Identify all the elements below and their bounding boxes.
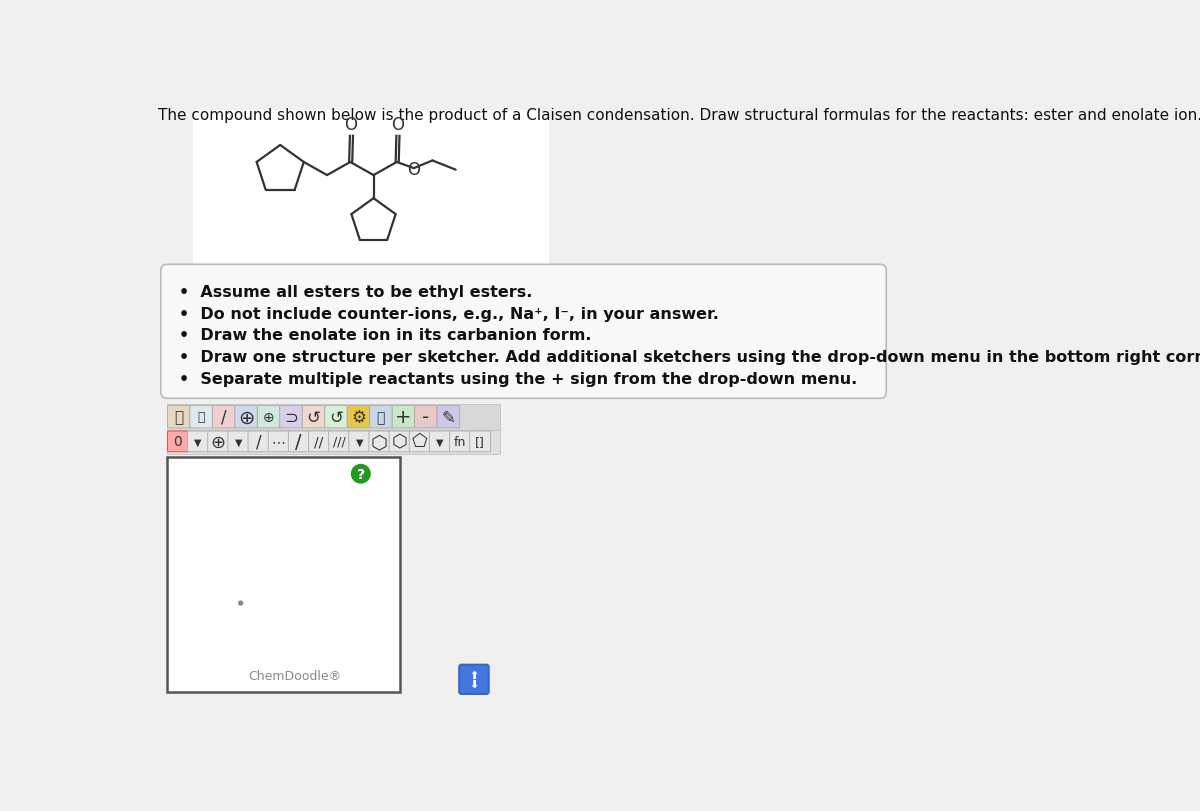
Bar	[197, 111, 538, 277]
FancyBboxPatch shape	[389, 431, 410, 453]
FancyBboxPatch shape	[212, 406, 235, 428]
FancyBboxPatch shape	[409, 431, 430, 453]
Text: ▼: ▼	[194, 437, 202, 447]
Text: ⬡: ⬡	[371, 432, 388, 452]
Text: []: []	[475, 436, 485, 448]
Text: •  Do not include counter-ions, e.g., Na⁺, I⁻, in your answer.: • Do not include counter-ions, e.g., Na⁺…	[180, 307, 719, 321]
Text: ▼: ▼	[355, 437, 364, 447]
FancyBboxPatch shape	[168, 431, 188, 453]
FancyBboxPatch shape	[228, 431, 248, 453]
FancyBboxPatch shape	[302, 406, 325, 428]
FancyBboxPatch shape	[235, 406, 257, 428]
Text: ?: ?	[356, 467, 365, 481]
Circle shape	[352, 465, 370, 483]
Text: 0: 0	[174, 435, 182, 448]
FancyBboxPatch shape	[168, 406, 190, 428]
Text: //: //	[314, 435, 324, 448]
Text: ↺: ↺	[329, 408, 343, 427]
Text: /: /	[256, 433, 262, 451]
Text: +: +	[395, 408, 412, 427]
Text: /: /	[221, 408, 227, 427]
Text: ///: ///	[332, 436, 346, 448]
FancyBboxPatch shape	[349, 431, 370, 453]
FancyBboxPatch shape	[257, 406, 280, 428]
Text: •  Draw the enolate ion in its carbanion form.: • Draw the enolate ion in its carbanion …	[180, 328, 592, 343]
FancyBboxPatch shape	[437, 406, 460, 428]
Text: /: /	[295, 432, 302, 452]
Text: ⊕: ⊕	[211, 433, 226, 451]
Text: 🔧: 🔧	[197, 410, 205, 423]
Text: O: O	[407, 161, 420, 178]
Text: O: O	[391, 116, 404, 134]
Circle shape	[239, 602, 242, 605]
Bar	[193, 113, 550, 267]
FancyBboxPatch shape	[329, 431, 349, 453]
Text: •  Separate multiple reactants using the + sign from the drop-down menu.: • Separate multiple reactants using the …	[180, 371, 858, 386]
FancyBboxPatch shape	[415, 406, 437, 428]
FancyBboxPatch shape	[450, 431, 470, 453]
FancyBboxPatch shape	[460, 665, 488, 694]
FancyBboxPatch shape	[469, 431, 491, 453]
Bar	[167, 431, 500, 455]
Text: ⊃: ⊃	[284, 408, 298, 427]
Text: •  Draw one structure per sketcher. Add additional sketchers using the drop-down: • Draw one structure per sketcher. Add a…	[180, 350, 1200, 365]
FancyBboxPatch shape	[325, 406, 347, 428]
FancyBboxPatch shape	[208, 431, 229, 453]
Text: ▼: ▼	[436, 437, 444, 447]
Text: 🖐: 🖐	[174, 410, 184, 425]
Text: ↺: ↺	[306, 408, 320, 427]
FancyBboxPatch shape	[308, 431, 330, 453]
Bar	[167, 405, 500, 431]
Text: ⬡: ⬡	[391, 433, 408, 451]
FancyBboxPatch shape	[187, 431, 209, 453]
FancyBboxPatch shape	[248, 431, 269, 453]
Text: ChemDoodle®: ChemDoodle®	[248, 670, 342, 683]
Text: The compound shown below is the product of a Claisen condensation. Draw structur: The compound shown below is the product …	[157, 108, 1200, 123]
FancyBboxPatch shape	[161, 265, 887, 399]
FancyBboxPatch shape	[280, 406, 302, 428]
FancyBboxPatch shape	[368, 431, 390, 453]
FancyBboxPatch shape	[347, 406, 370, 428]
Text: ⚙: ⚙	[352, 408, 366, 427]
Text: fn: fn	[454, 436, 466, 448]
Text: 📋: 📋	[377, 410, 385, 424]
FancyBboxPatch shape	[370, 406, 392, 428]
Bar	[167, 457, 400, 692]
Text: -: -	[422, 408, 430, 427]
FancyBboxPatch shape	[268, 431, 289, 453]
Text: ⋯: ⋯	[271, 435, 286, 448]
Text: ✎: ✎	[442, 408, 455, 427]
FancyBboxPatch shape	[288, 431, 310, 453]
Text: O: O	[344, 116, 358, 134]
FancyBboxPatch shape	[190, 406, 212, 428]
FancyBboxPatch shape	[392, 406, 415, 428]
Text: ⬆
⬇: ⬆ ⬇	[469, 670, 479, 689]
Text: •  Assume all esters to be ethyl esters.: • Assume all esters to be ethyl esters.	[180, 285, 533, 300]
Text: ⊕: ⊕	[263, 410, 275, 424]
FancyBboxPatch shape	[430, 431, 450, 453]
Text: ⊕: ⊕	[238, 408, 254, 427]
Text: ▼: ▼	[235, 437, 242, 447]
Text: ⬠: ⬠	[412, 433, 427, 451]
